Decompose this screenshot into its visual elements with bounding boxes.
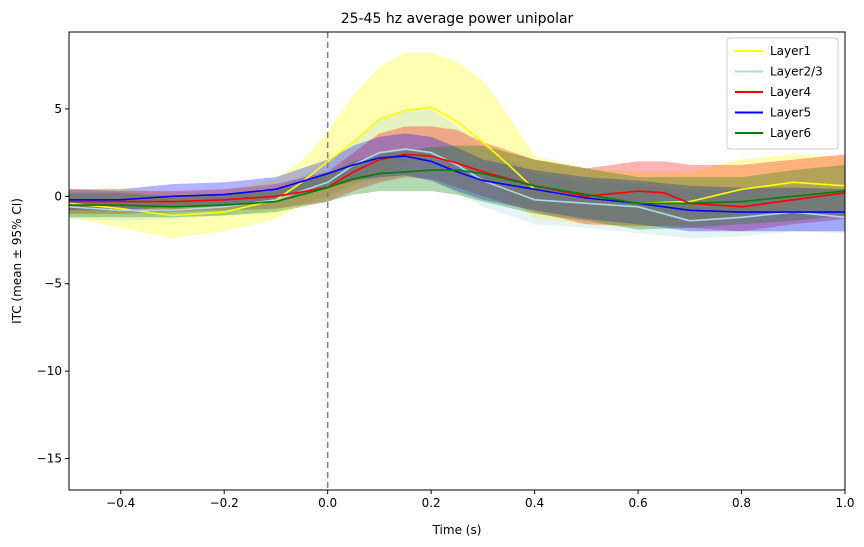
x-axis-label: Time (s) xyxy=(432,523,482,537)
y-tick-label: −5 xyxy=(44,277,62,291)
y-tick-label: −10 xyxy=(37,364,62,378)
legend-label-layer5: Layer5 xyxy=(770,106,811,120)
y-axis-label: ITC (mean ± 95% CI) xyxy=(10,198,24,324)
x-axis-ticks: −0.4 −0.2 0.0 0.2 0.4 0.6 0.8 1.0 xyxy=(106,490,855,510)
legend-entries: Layer1 Layer2/3 Layer4 Layer5 Layer6 xyxy=(735,44,823,140)
y-tick-label: 0 xyxy=(54,189,62,203)
x-tick-label: 1.0 xyxy=(835,496,854,510)
y-tick-label: −15 xyxy=(37,452,62,466)
legend-label-layer6: Layer6 xyxy=(770,126,811,140)
series-line-layer6 xyxy=(69,169,845,208)
x-tick-label: 0.8 xyxy=(732,496,751,510)
x-tick-label: 0.2 xyxy=(422,496,441,510)
y-tick-label: 5 xyxy=(54,102,62,116)
x-tick-label: −0.4 xyxy=(106,496,135,510)
x-tick-label: 0.4 xyxy=(525,496,544,510)
legend-label-layer4: Layer4 xyxy=(770,85,811,99)
ci-band-layer6 xyxy=(69,145,845,230)
x-tick-label: 0.0 xyxy=(318,496,337,510)
plot-frame xyxy=(68,31,846,491)
x-tick-label: −0.2 xyxy=(210,496,239,510)
series-line-layer5 xyxy=(69,155,845,213)
y-axis-ticks: −15 −10 −5 0 5 xyxy=(37,102,69,466)
series-line-layer1 xyxy=(69,106,845,217)
legend-box xyxy=(726,37,839,150)
series-line-layer2-3 xyxy=(69,148,845,222)
chart-title: 25-45 hz average power unipolar xyxy=(341,11,574,27)
ci-band-layer5 xyxy=(69,133,845,232)
plot-area xyxy=(69,32,845,490)
ci-band-layer2-3 xyxy=(69,108,845,239)
legend-label-layer2-3: Layer2/3 xyxy=(770,65,823,79)
series-lines xyxy=(69,106,845,222)
x-tick-label: 0.6 xyxy=(629,496,648,510)
legend: Layer1 Layer2/3 Layer4 Layer5 Layer6 xyxy=(726,37,839,150)
series-line-layer4 xyxy=(69,153,845,208)
legend-label-layer1: Layer1 xyxy=(770,44,811,58)
